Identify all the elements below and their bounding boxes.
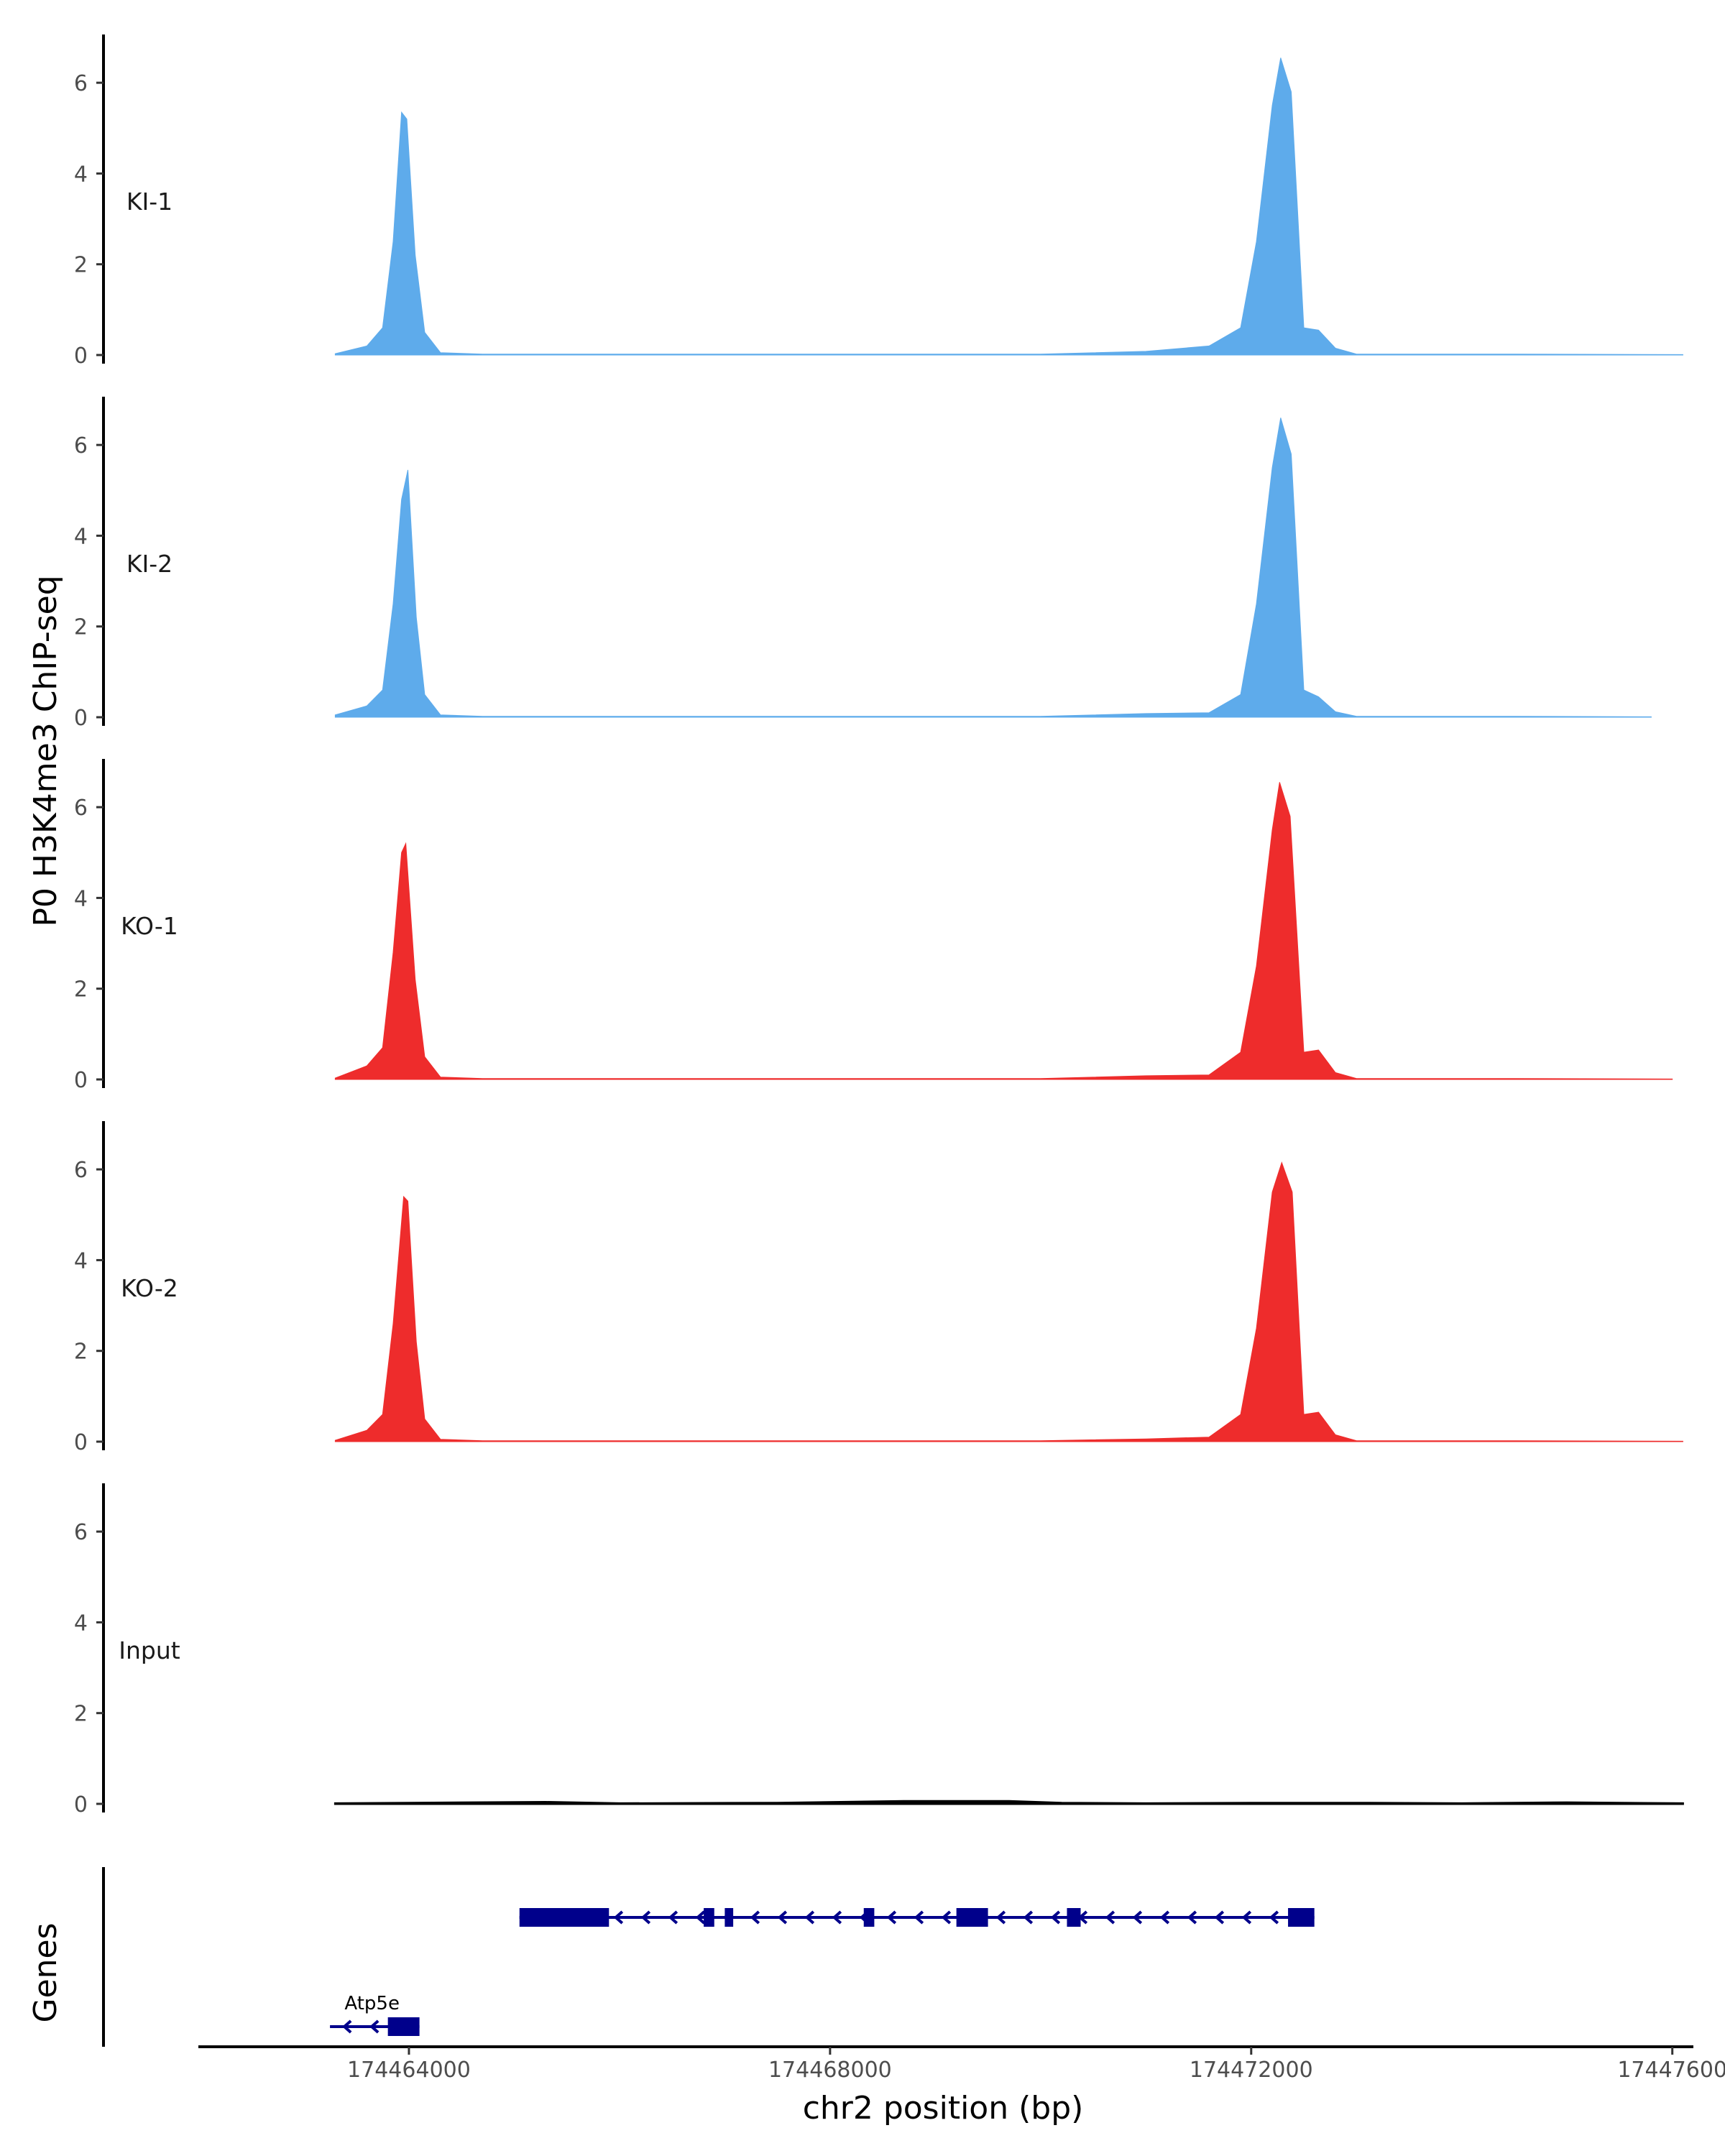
strand-arrow bbox=[1241, 1910, 1252, 1925]
genes-axis-title: Genes bbox=[27, 1922, 64, 2022]
track-panel-ko-2: 0 2 4 6 KO-2 bbox=[74, 1121, 1683, 1455]
strand-arrow bbox=[914, 1910, 924, 1925]
y-tick-label: 2 bbox=[74, 615, 88, 640]
strand-arrow bbox=[804, 1910, 815, 1925]
y-tick-label: 2 bbox=[74, 253, 88, 278]
y-tick-label: 6 bbox=[74, 71, 88, 96]
strand-arrow bbox=[832, 1910, 842, 1925]
y-tick-label: 4 bbox=[74, 886, 88, 911]
strand-arrow bbox=[1159, 1910, 1170, 1925]
strand-arrow bbox=[750, 1910, 760, 1925]
y-tick-label: 2 bbox=[74, 1702, 88, 1727]
y-tick-label: 2 bbox=[74, 1340, 88, 1365]
track-label: Input bbox=[119, 1636, 180, 1664]
strand-arrow bbox=[1269, 1910, 1279, 1925]
x-axis-title: chr2 position (bp) bbox=[803, 2090, 1084, 2127]
y-tick-label: 0 bbox=[74, 706, 88, 731]
strand-arrow bbox=[369, 2019, 380, 2034]
tracks-layer: 0 2 4 6 KI-1 0 2 4 6 KI-2 0 2 4 6 KO-1 0 2 4 6 KO-2 0 2 4 6 Inpu… bbox=[74, 34, 1684, 1818]
x-tick-label: 174468000 bbox=[768, 2058, 892, 2083]
track-label: KI-2 bbox=[126, 550, 172, 578]
strand-arrow bbox=[777, 1910, 788, 1925]
y-tick-label: 6 bbox=[74, 1158, 88, 1183]
gene-slmo2: Slmo2 bbox=[519, 1908, 1315, 1927]
strand-arrow bbox=[1214, 1910, 1225, 1925]
strand-arrow bbox=[1050, 1910, 1061, 1925]
y-tick-label: 0 bbox=[74, 1430, 88, 1455]
exon-block bbox=[387, 2017, 420, 2036]
signal-area-ko-2 bbox=[334, 1161, 1683, 1442]
gene-label: Atp5e bbox=[344, 1993, 400, 2014]
strand-arrow bbox=[995, 1910, 1006, 1925]
strand-arrow bbox=[668, 1910, 678, 1925]
track-label: KI-1 bbox=[126, 188, 172, 216]
genes-layer: Slmo2 Atp5e bbox=[102, 1867, 1315, 2047]
y-tick-label: 4 bbox=[74, 1611, 88, 1636]
track-panel-input: 0 2 4 6 Input bbox=[74, 1483, 1684, 1818]
exon-block bbox=[519, 1908, 610, 1927]
strand-arrow bbox=[613, 1910, 624, 1925]
y-axis-title: P0 H3K4me3 ChIP-seq bbox=[27, 575, 64, 926]
track-panel-ki-2: 0 2 4 6 KI-2 bbox=[74, 397, 1652, 731]
signal-area-ko-1 bbox=[334, 782, 1673, 1080]
y-tick-label: 0 bbox=[74, 344, 88, 369]
track-label: KO-1 bbox=[121, 912, 178, 940]
signal-area-ki-2 bbox=[334, 418, 1652, 718]
y-tick-label: 0 bbox=[74, 1792, 88, 1818]
exon-block bbox=[704, 1908, 714, 1927]
x-tick-label: 17447600 bbox=[1617, 2058, 1725, 2083]
y-tick-label: 4 bbox=[74, 524, 88, 549]
exon-block bbox=[1288, 1908, 1315, 1927]
x-axis: 174464000 174468000 174472000 17447600 bbox=[198, 2045, 1725, 2083]
strand-arrow bbox=[695, 1910, 706, 1925]
strand-arrow bbox=[1105, 1910, 1116, 1925]
signal-area-input bbox=[334, 1800, 1684, 1805]
x-tick-label: 174464000 bbox=[347, 2058, 471, 2083]
strand-arrow bbox=[640, 1910, 651, 1925]
track-panel-ki-1: 0 2 4 6 KI-1 bbox=[74, 34, 1683, 369]
x-tick-label: 174472000 bbox=[1190, 2058, 1313, 2083]
strand-arrow bbox=[342, 2019, 352, 2034]
strand-arrow bbox=[1023, 1910, 1034, 1925]
exon-block bbox=[863, 1908, 875, 1927]
strand-arrow bbox=[1132, 1910, 1143, 1925]
signal-area-ki-1 bbox=[334, 57, 1683, 356]
track-label: KO-2 bbox=[121, 1274, 178, 1302]
y-tick-label: 0 bbox=[74, 1068, 88, 1093]
exon-block bbox=[956, 1908, 988, 1927]
exon-block bbox=[1067, 1908, 1081, 1927]
y-tick-label: 6 bbox=[74, 433, 88, 459]
y-tick-label: 4 bbox=[74, 162, 88, 187]
y-tick-label: 2 bbox=[74, 977, 88, 1003]
exon-block bbox=[724, 1908, 734, 1927]
track-panel-ko-1: 0 2 4 6 KO-1 bbox=[74, 759, 1673, 1093]
strand-arrow bbox=[886, 1910, 897, 1925]
y-tick-label: 6 bbox=[74, 1520, 88, 1545]
strand-arrow bbox=[941, 1910, 952, 1925]
y-tick-label: 4 bbox=[74, 1248, 88, 1273]
y-tick-label: 6 bbox=[74, 796, 88, 821]
strand-arrow bbox=[1187, 1910, 1197, 1925]
gene-atp5e: Atp5e bbox=[330, 1993, 420, 2036]
